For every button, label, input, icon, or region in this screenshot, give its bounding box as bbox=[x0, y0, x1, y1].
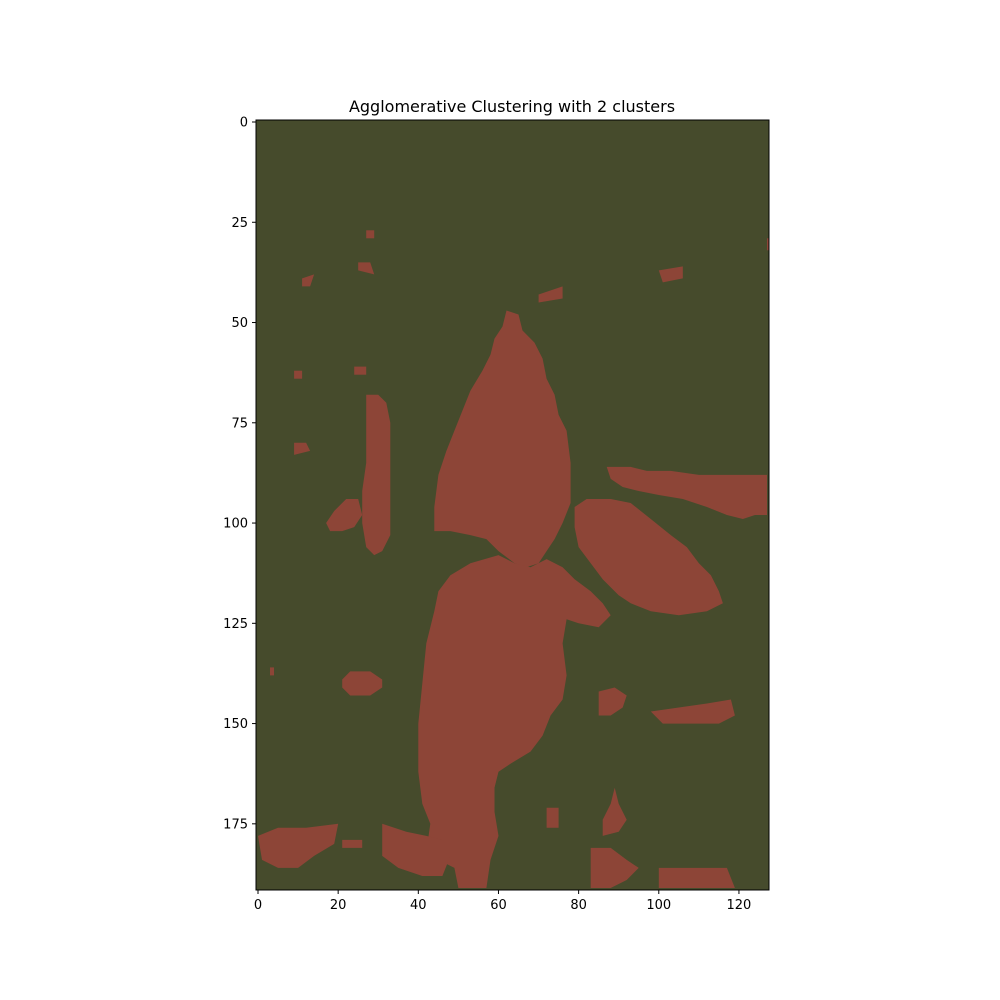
cluster-region-right-small-triangle bbox=[602, 787, 627, 836]
cluster-regions bbox=[258, 230, 769, 888]
x-tick-label: 80 bbox=[570, 898, 587, 913]
x-tick-label: 20 bbox=[330, 898, 347, 913]
cluster-region-right-lower-strip bbox=[650, 699, 735, 724]
chart-title: Agglomerative Clustering with 2 clusters bbox=[349, 97, 675, 116]
cluster-region-left-wing bbox=[326, 499, 363, 532]
cluster-region-right-small-blob bbox=[598, 687, 627, 716]
y-tick-label: 125 bbox=[223, 617, 248, 632]
cluster-region-left-speck-4 bbox=[302, 274, 315, 287]
cluster-region-top-center-speck bbox=[538, 286, 563, 303]
cluster-region-left-speck-1 bbox=[294, 442, 311, 455]
x-tick-label: 120 bbox=[727, 898, 752, 913]
y-tick-label: 175 bbox=[223, 817, 248, 832]
y-tick-label: 150 bbox=[223, 717, 248, 732]
x-tick-label: 40 bbox=[410, 898, 427, 913]
cluster-region-left-small-oval bbox=[342, 671, 383, 696]
cluster-region-right-band bbox=[606, 466, 767, 519]
y-tick-label: 25 bbox=[231, 216, 248, 231]
y-tick-label: 100 bbox=[223, 517, 248, 532]
cluster-region-left-speck-3 bbox=[294, 370, 303, 379]
cluster-region-top-left-speck-1 bbox=[358, 262, 375, 275]
cluster-region-right-diagonal-blob bbox=[574, 499, 723, 616]
x-tick-label: 100 bbox=[646, 898, 671, 913]
cluster-region-bottom-left-speck bbox=[342, 839, 363, 848]
cluster-region-left-vertical-strip bbox=[362, 394, 391, 556]
y-tick-label: 0 bbox=[240, 116, 248, 131]
cluster-region-central-lower-blob bbox=[418, 555, 611, 888]
cluster-region-top-left-speck-2 bbox=[366, 230, 375, 239]
x-axis-ticks: 0 20 40 60 80 100 120 bbox=[254, 890, 751, 913]
cluster-region-lower-speck bbox=[546, 807, 559, 828]
cluster-region-top-right-speck bbox=[658, 266, 683, 283]
cluster-region-bottom-right-block bbox=[658, 867, 735, 888]
x-tick-label: 0 bbox=[254, 898, 262, 913]
y-tick-label: 75 bbox=[231, 416, 248, 431]
cluster-region-bottom-left-blob bbox=[258, 823, 339, 868]
cluster-region-bottom-right-center-blob bbox=[590, 847, 639, 888]
y-axis-ticks: 0 25 50 75 100 125 150 175 bbox=[223, 116, 256, 832]
cluster-region-left-speck-5 bbox=[270, 667, 274, 676]
cluster-region-bottom-left-center-blob bbox=[382, 823, 451, 876]
cluster-region-central-upper-blob bbox=[434, 310, 571, 568]
plot-area bbox=[255, 119, 770, 891]
x-tick-label: 60 bbox=[490, 898, 507, 913]
y-tick-label: 50 bbox=[231, 316, 248, 331]
axes-frame bbox=[255, 119, 770, 891]
cluster-region-left-speck-2 bbox=[354, 366, 367, 375]
